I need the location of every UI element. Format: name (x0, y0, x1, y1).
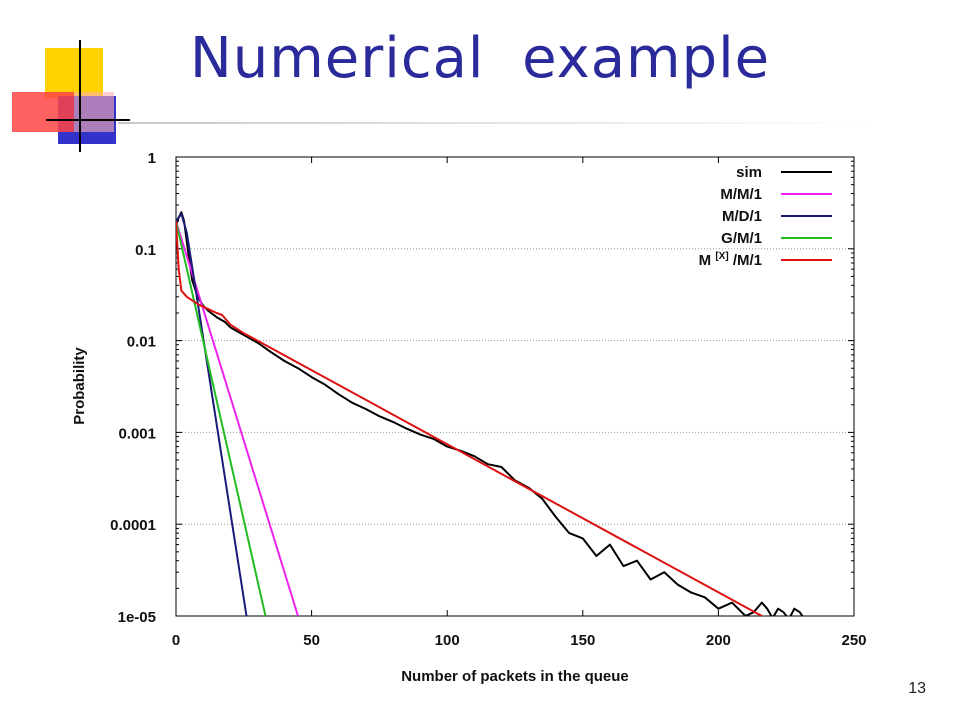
legend-label: G/M/1 (721, 230, 762, 247)
x-axis-title: Number of packets in the queue (401, 668, 629, 685)
x-tick-label: 250 (841, 632, 866, 649)
y-axis-title: Probability (71, 347, 88, 425)
y-tick-label: 0.0001 (110, 517, 156, 534)
title-underline (118, 122, 878, 124)
legend-label: M/M/1 (720, 186, 762, 203)
legend-label: M [X] /M/1 (699, 251, 762, 269)
corner-decoration (12, 40, 130, 152)
x-tick-label: 200 (706, 632, 731, 649)
slide-number: 13 (908, 680, 926, 697)
series-line-0 (176, 211, 804, 616)
series-layer (176, 211, 804, 616)
y-tick-label: 1e-05 (118, 609, 156, 626)
deco-red-glow (12, 92, 74, 132)
legend-label: sim (736, 164, 762, 181)
y-tick-label: 0.01 (127, 334, 156, 351)
series-line-2 (176, 212, 248, 616)
series-line-4 (176, 221, 763, 616)
grid-layer (176, 248, 854, 525)
x-tick-label: 100 (435, 632, 460, 649)
legend-label: M/D/1 (722, 208, 762, 225)
y-tick-label: 1 (148, 150, 156, 167)
tick-layer: 1 0.1 0.01 0.001 0.0001 1e-05 0 50 100 150 200 250 (110, 150, 866, 649)
legend: sim M/M/1 M/D/1 G/M/1 M [X] /M/1 (699, 164, 832, 269)
slide-title: Numerical example (189, 26, 771, 91)
series-line-3 (176, 220, 267, 616)
y-tick-label: 0.001 (118, 425, 156, 442)
y-tick-label: 0.1 (135, 242, 156, 259)
deco-yellow-square (45, 48, 103, 98)
x-tick-label: 0 (172, 632, 180, 649)
series-line-1 (176, 220, 299, 616)
x-tick-label: 150 (570, 632, 595, 649)
plot-frame (175, 156, 855, 617)
x-tick-label: 50 (303, 632, 320, 649)
